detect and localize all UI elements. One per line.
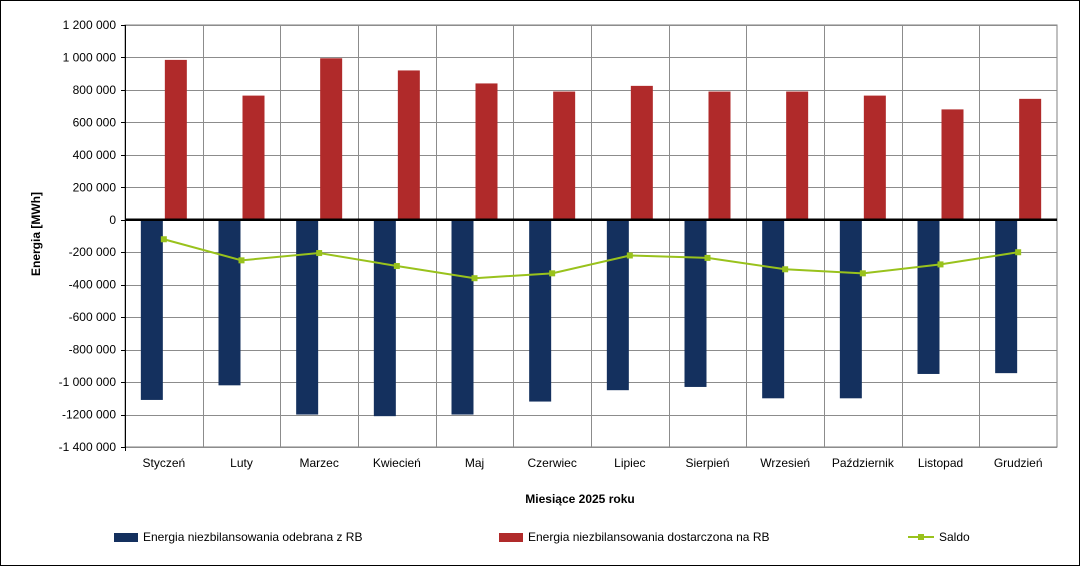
y-axis-title: Energia [MWh] [29,192,43,276]
y-tick-label: -1 000 000 [59,375,117,389]
bar-odebrana [606,219,629,391]
bar-dostarczona [553,91,576,220]
y-tick-label: 0 [109,213,116,227]
x-tick-label: Grudzień [994,456,1043,470]
saldo-point [471,275,478,282]
bar-dostarczona [708,91,731,220]
grid [121,24,1058,451]
bar-odebrana [995,219,1018,374]
saldo-point [704,254,711,261]
y-tick-label: -1200 000 [62,408,116,422]
x-tick-label: Luty [230,456,253,470]
x-tick-label: Wrzesień [760,456,810,470]
x-tick-label: Sierpień [685,456,729,470]
y-tick-label: 1 000 000 [63,50,117,64]
legend-swatch-dostarczona [499,533,523,542]
x-tick-label: Styczeń [142,456,185,470]
saldo-point [626,252,633,259]
y-tick-label: -600 000 [69,310,117,324]
saldo-point [859,270,866,277]
legend: Energia niezbilansowania odebrana z RB E… [114,530,970,544]
y-tick-label: 400 000 [73,148,117,162]
x-tick-label: Czerwiec [527,456,576,470]
bar-odebrana [218,219,241,386]
y-tick-label: 1 200 000 [63,18,117,32]
bar-dostarczona [242,95,265,220]
bar-dostarczona [786,91,809,220]
bar-odebrana [140,219,163,400]
x-tick-label: Marzec [299,456,338,470]
saldo-point [238,257,245,264]
y-tick-label: -400 000 [69,278,117,292]
legend-label-odebrana: Energia niezbilansowania odebrana z RB [143,530,362,544]
y-tick-label: 800 000 [73,83,117,97]
y-tick-label: 600 000 [73,115,117,129]
saldo-point [393,263,400,270]
bar-dostarczona [397,70,420,220]
bar-odebrana [529,219,552,402]
saldo-point [782,266,789,273]
y-tick-label: -1 400 000 [59,440,117,454]
saldo-point [937,261,944,268]
x-tick-labels: Styczeń Luty Marzec Kwiecień Maj Czerwiec Lipi… [142,456,1042,470]
x-tick-label: Październik [832,456,895,470]
saldo-line [160,236,1022,282]
bar-dostarczona [941,109,964,220]
bar-odebrana [684,219,707,387]
legend-label-saldo: Saldo [939,530,970,544]
x-tick-label: Listopad [918,456,963,470]
legend-marker-saldo [918,534,924,540]
bar-dostarczona [630,85,653,220]
x-tick-label: Lipiec [614,456,645,470]
bar-dostarczona [863,95,886,220]
legend-label-dostarczona: Energia niezbilansowania dostarczona na … [528,530,769,544]
bar-dostarczona [475,83,498,220]
saldo-point [549,270,556,277]
x-axis-title: Miesiące 2025 roku [525,492,634,506]
y-tick-label: 200 000 [73,180,117,194]
bar-odebrana [296,219,319,415]
saldo-point [316,250,323,257]
y-tick-label: -800 000 [69,343,117,357]
bar-odebrana [917,219,940,374]
bar-dostarczona [1019,98,1042,220]
bars [140,58,1042,417]
bar-odebrana [451,219,474,415]
bar-odebrana [762,219,785,399]
x-tick-label: Maj [465,456,484,470]
saldo-polyline [163,238,1019,280]
bar-dostarczona [320,58,343,220]
saldo-point [1015,249,1022,256]
legend-swatch-odebrana [114,533,138,542]
bar-odebrana [373,219,396,417]
saldo-point [160,236,167,243]
y-tick-label: -200 000 [69,245,117,259]
x-tick-label: Kwiecień [373,456,421,470]
bar-dostarczona [164,59,187,220]
y-tick-labels: 1 200 000 1 000 000 800 000 600 000 400 000 2… [59,18,117,454]
bar-odebrana [839,219,862,399]
